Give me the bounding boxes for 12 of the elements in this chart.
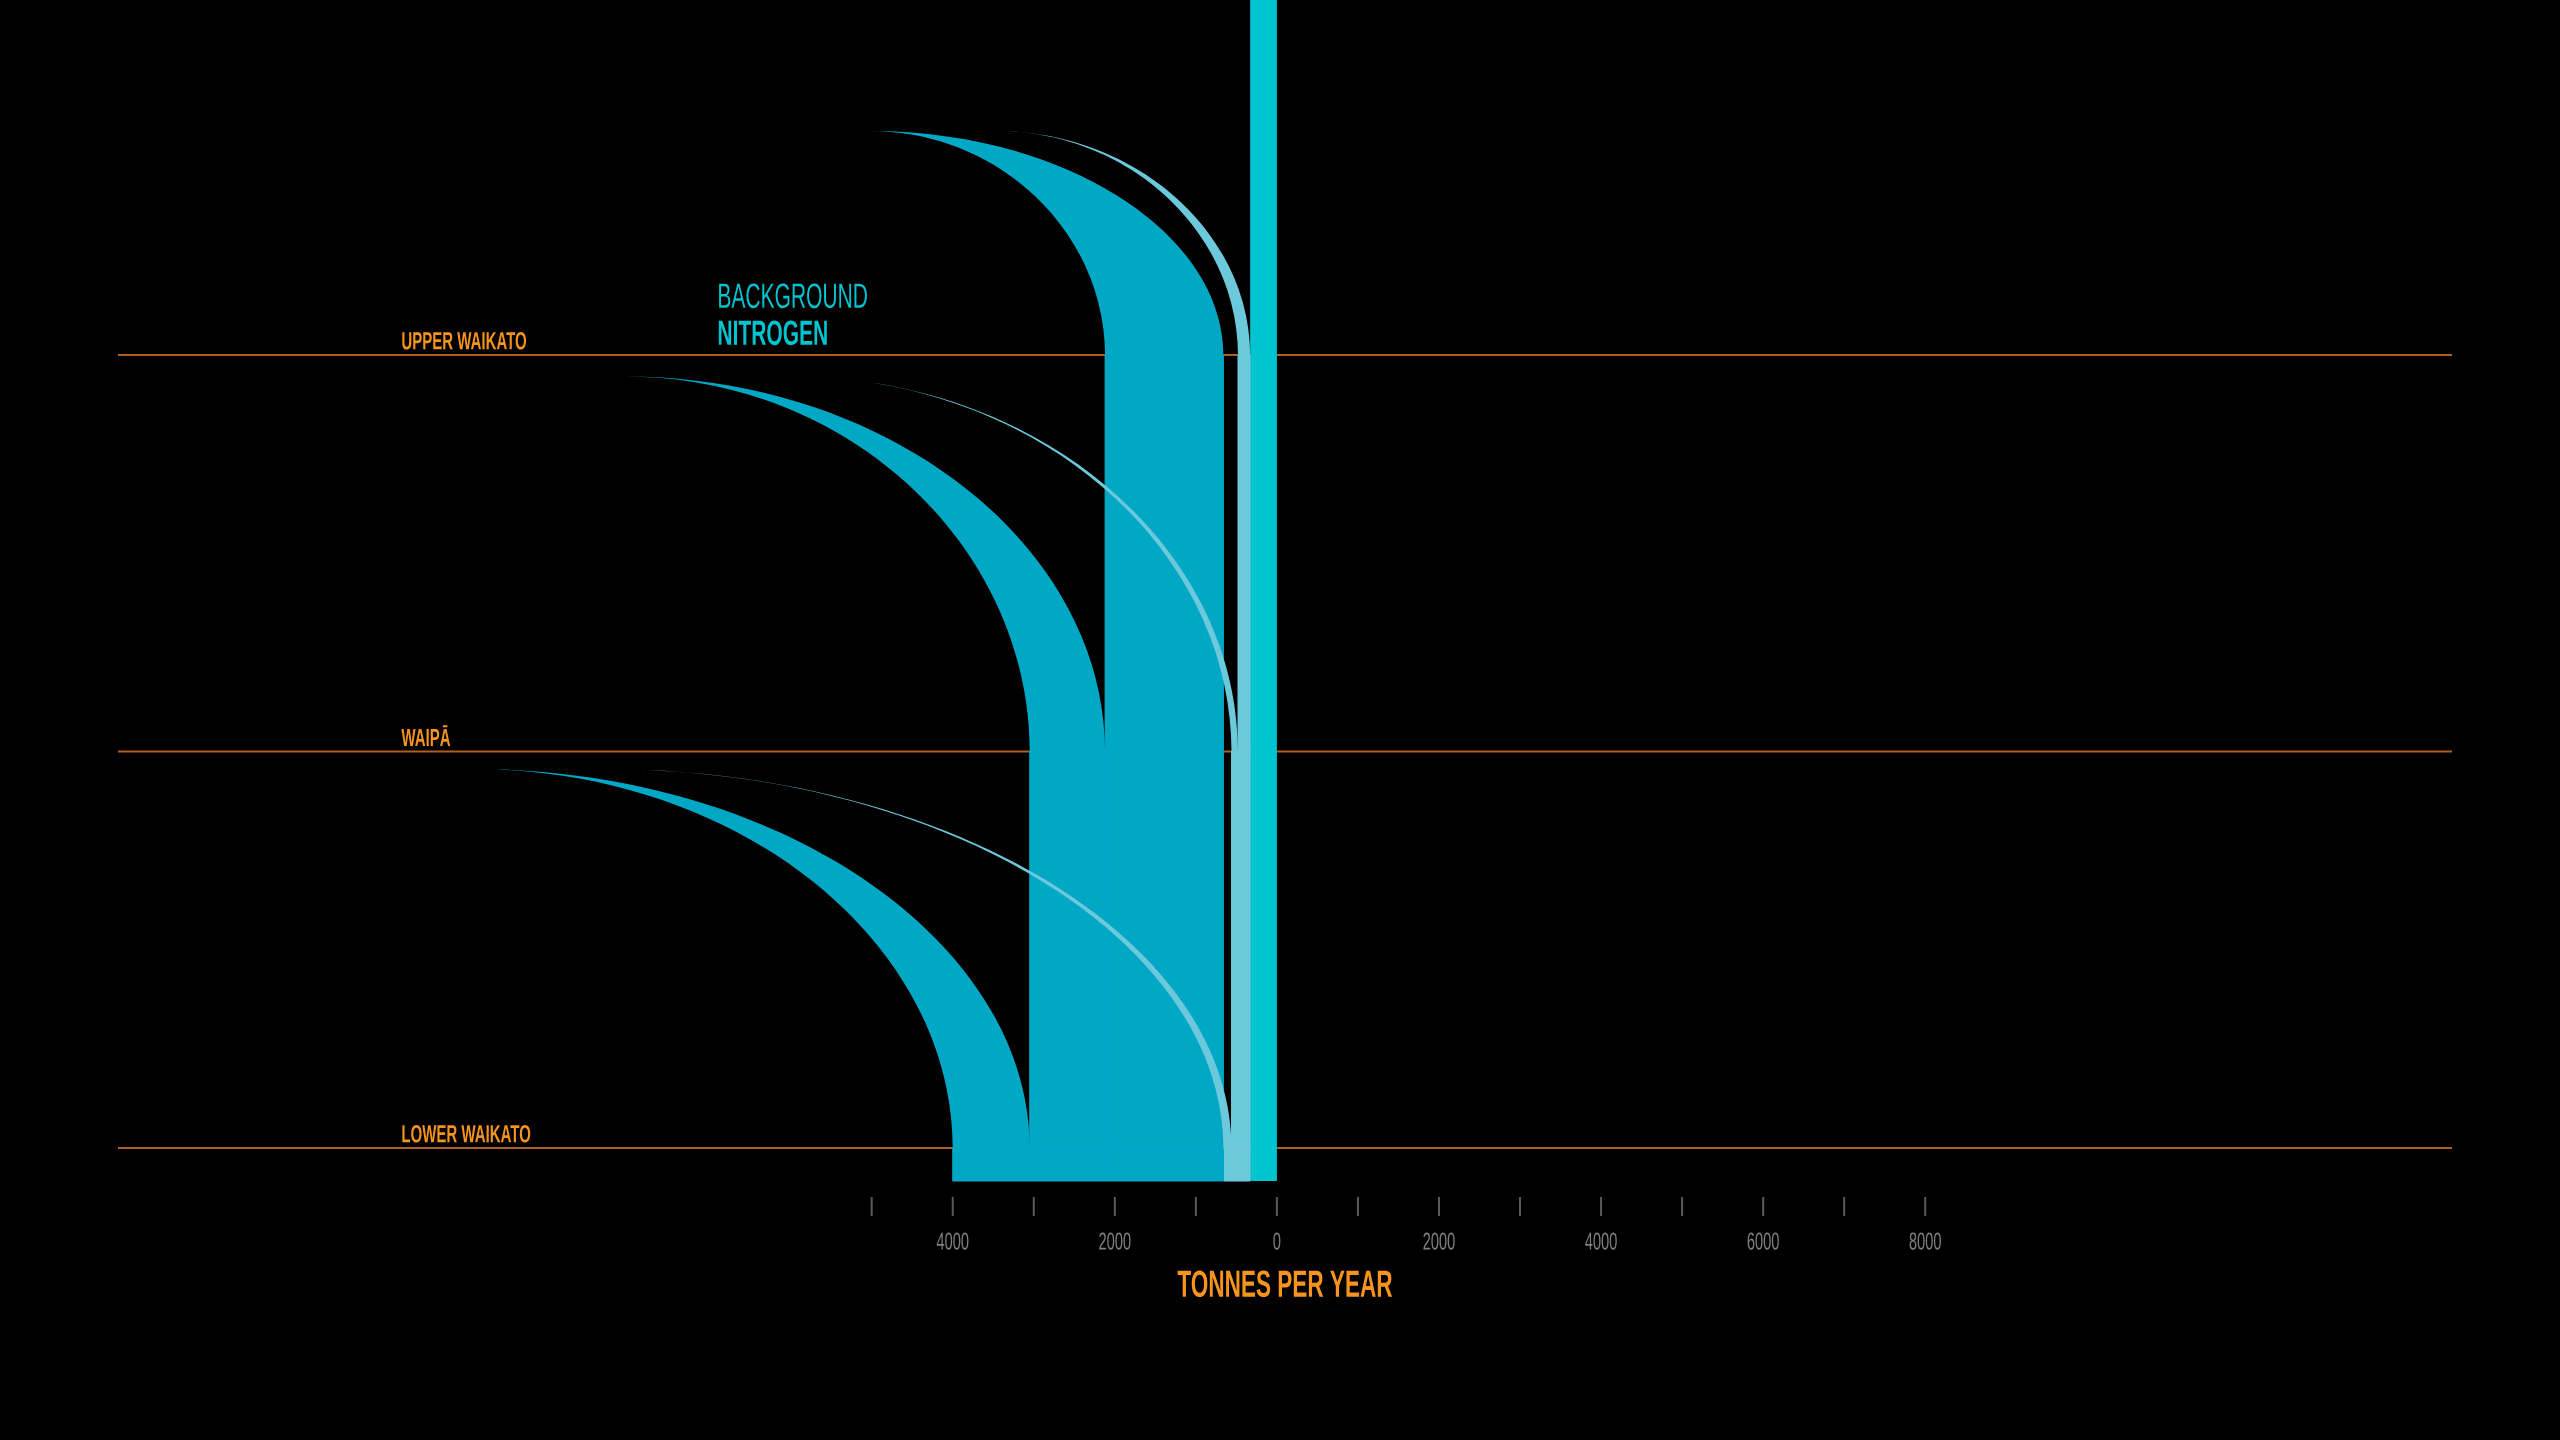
x-tick-label: 4000 (1585, 1232, 1617, 1250)
x-tick-label: 6000 (1747, 1232, 1779, 1250)
y-tick-label: UPPER WAIKATO (402, 331, 527, 350)
x-tick-label: 4000 (936, 1232, 969, 1250)
x-axis-title: TONNES PER YEAR (1177, 1270, 1393, 1298)
y-tick-label: LOWER WAIKATO (402, 1124, 531, 1143)
x-tick-label: 8000 (1909, 1232, 1941, 1250)
y-tick-label: WAIPĀ (401, 725, 451, 747)
x-tick-label: 2000 (1099, 1232, 1131, 1250)
x-tick-label: 0 (1273, 1232, 1281, 1250)
text: BACKGROUND NITROGEN (718, 283, 867, 346)
x-tick-label: 2000 (1423, 1232, 1455, 1250)
